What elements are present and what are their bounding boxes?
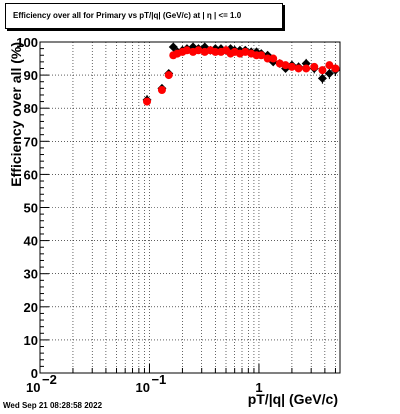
x-tick-label: 10 — [26, 380, 40, 395]
y-axis-title: Efficiency over all (%) — [8, 42, 24, 187]
data-point-red — [287, 62, 296, 71]
data-point-red — [281, 61, 290, 70]
data-point-red — [310, 62, 319, 71]
data-point-red — [263, 54, 272, 63]
y-tick-label: 100 — [16, 35, 38, 50]
data-points — [142, 42, 340, 106]
data-point-red — [157, 85, 166, 94]
y-tick-label: 50 — [24, 201, 38, 216]
y-tick-label: 30 — [24, 267, 38, 282]
x-tick-labels: 10−210−11 — [26, 372, 263, 395]
y-tick-label: 10 — [24, 333, 38, 348]
data-point-red — [164, 71, 173, 80]
data-point-black — [168, 42, 178, 52]
y-tick-label: 20 — [24, 300, 38, 315]
data-point-red — [269, 54, 278, 63]
chart-title-box: Efficiency over all for Primary vs pT/|q… — [5, 3, 283, 29]
y-tick-label: 60 — [24, 167, 38, 182]
data-point-black — [317, 73, 327, 83]
data-point-red — [325, 61, 334, 70]
y-tick-label: 80 — [24, 101, 38, 116]
data-point-black — [324, 68, 334, 78]
x-tick-label-exponent: −1 — [151, 372, 166, 387]
data-point-red — [182, 46, 191, 55]
data-point-red — [294, 64, 303, 73]
data-point-red — [194, 46, 203, 55]
chart-title: Efficiency over all for Primary vs pT/|q… — [13, 11, 242, 20]
x-tick-label-exponent: −2 — [42, 372, 57, 387]
y-tick-labels: 0 10 20 30 40 50 60 70 80 90 100 — [16, 35, 38, 381]
timestamp: Wed Sep 21 08:28:58 2022 — [3, 401, 103, 410]
grid-lines — [39, 41, 340, 374]
data-point-red — [257, 51, 266, 60]
data-point-red — [302, 64, 311, 73]
y-tick-label: 70 — [24, 134, 38, 149]
y-tick-label: 90 — [24, 68, 38, 83]
x-axis-title: pT/|q| (GeV/c) — [248, 391, 338, 407]
data-point-red — [318, 66, 327, 75]
y-tick-label: 0 — [31, 366, 38, 381]
x-tick-label: 10 — [135, 380, 149, 395]
x-tick-label: 1 — [255, 380, 262, 395]
data-point-red — [211, 47, 220, 56]
y-tick-label: 40 — [24, 234, 38, 249]
data-point-red — [331, 64, 340, 73]
data-point-red — [143, 97, 152, 106]
axis-ticks — [39, 41, 336, 374]
